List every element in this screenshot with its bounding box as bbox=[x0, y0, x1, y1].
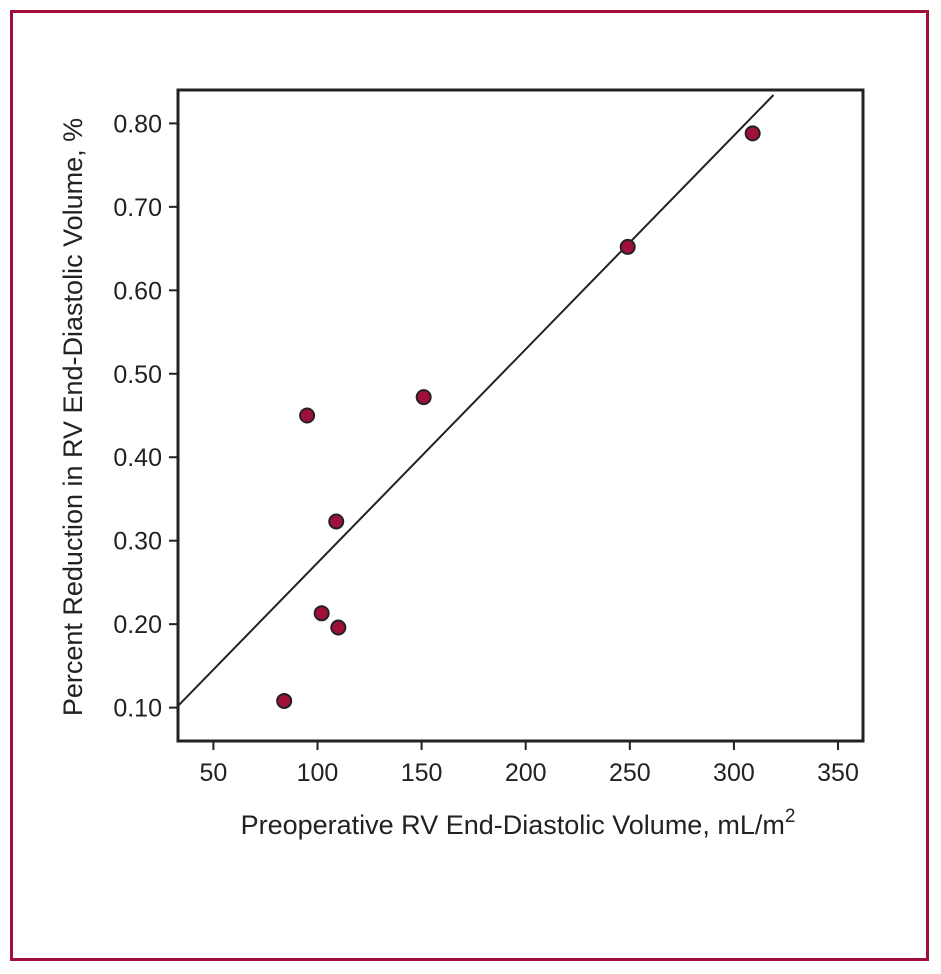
y-tick-label: 0.70 bbox=[113, 194, 162, 222]
x-tick-label: 50 bbox=[199, 759, 227, 787]
y-tick-label: 0.50 bbox=[113, 361, 162, 389]
y-tick-label: 0.30 bbox=[113, 528, 162, 556]
figure-frame bbox=[10, 10, 929, 961]
data-point bbox=[313, 605, 330, 622]
y-tick-label: 0.20 bbox=[113, 611, 162, 639]
x-tick-label: 200 bbox=[505, 759, 547, 787]
data-point bbox=[744, 125, 761, 142]
trend-line bbox=[177, 94, 775, 707]
x-tick-label: 250 bbox=[609, 759, 651, 787]
y-tick-label: 0.10 bbox=[113, 695, 162, 723]
x-tick-label: 300 bbox=[713, 759, 755, 787]
y-tick-label: 0.80 bbox=[113, 110, 162, 138]
y-axis: 0.10 0.20 0.30 0.40 0.50 0.60 0.70 0.80 bbox=[113, 110, 178, 723]
x-tick-label: 150 bbox=[401, 759, 443, 787]
data-points bbox=[276, 125, 761, 709]
data-point bbox=[299, 407, 316, 424]
trend-line-group bbox=[177, 94, 775, 707]
x-axis-title: Preoperative RV End-Diastolic Volume, mL… bbox=[241, 806, 796, 840]
x-tick-label: 100 bbox=[297, 759, 339, 787]
plot-area bbox=[176, 88, 865, 743]
data-point bbox=[619, 238, 636, 255]
y-axis-title: Percent Reduction in RV End-Diastolic Vo… bbox=[58, 118, 88, 716]
data-point bbox=[330, 619, 347, 636]
x-axis: 50 100 150 200 250 300 350 bbox=[199, 741, 859, 787]
y-tick-label: 0.40 bbox=[113, 444, 162, 472]
data-point bbox=[328, 513, 345, 530]
x-axis-title-superscript: 2 bbox=[785, 806, 796, 827]
y-tick-label: 0.60 bbox=[113, 277, 162, 305]
data-point bbox=[276, 692, 293, 709]
x-tick-label: 350 bbox=[817, 759, 859, 787]
data-point bbox=[415, 389, 432, 406]
